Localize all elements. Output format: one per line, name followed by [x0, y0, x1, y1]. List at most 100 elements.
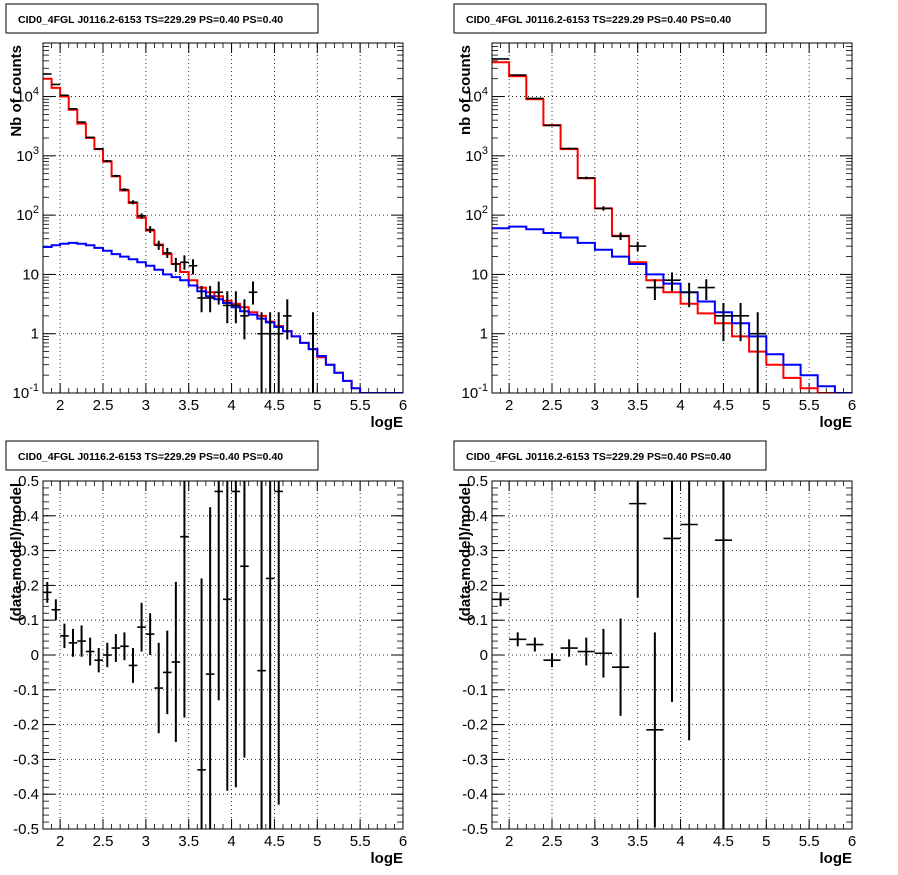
x-tick-label: 5.5 [350, 397, 371, 414]
y-tick-label: 0.5 [18, 473, 39, 490]
plot-area [492, 481, 732, 829]
x-tick-label: 5 [762, 397, 770, 414]
title-box [5, 3, 319, 34]
title-box [5, 440, 319, 471]
x-tick-label: 3.5 [627, 397, 648, 414]
chart-title: CID0_4FGL J0116.2-6153 TS=229.29 PS=0.40… [18, 14, 283, 26]
y-tick-label: 1 [480, 326, 488, 343]
x-tick-label: 6 [399, 833, 407, 850]
y-tick-label: -0.1 [462, 682, 488, 699]
y-tick-label: 10-1 [462, 382, 488, 402]
y-axis-label: (data-model)/model [8, 483, 25, 621]
data-point [492, 592, 510, 607]
data-point [612, 232, 630, 241]
y-tick-label: 0.4 [18, 508, 39, 525]
data-point [163, 630, 172, 715]
data-point [77, 625, 86, 657]
data-point [214, 281, 223, 305]
data-point [43, 73, 52, 75]
y-tick-label: 103 [16, 145, 39, 165]
y-tick-label: 0 [31, 647, 39, 664]
data-point [94, 648, 103, 673]
data-point [646, 279, 664, 301]
data-point [577, 176, 595, 180]
y-tick-label: -0.1 [13, 682, 39, 699]
data-point [749, 312, 767, 393]
x-axis-label: logE [371, 414, 404, 431]
x-tick-label: 4 [227, 833, 235, 850]
x-tick-label: 2 [505, 833, 513, 850]
data-point [111, 174, 121, 177]
data-point [543, 124, 561, 127]
y-tick-label: 102 [465, 204, 488, 224]
data-point [94, 147, 103, 150]
data-point [154, 240, 163, 250]
y-tick-label: 0.5 [467, 473, 488, 490]
x-tick-label: 5 [313, 833, 321, 850]
data-point [560, 639, 578, 657]
y-tick-label: 0.1 [18, 612, 39, 629]
data-point [51, 599, 61, 621]
data-point [231, 291, 241, 324]
x-tick-label: 2 [56, 397, 64, 414]
plot-frame [42, 480, 404, 830]
chart-title: CID0_4FGL J0116.2-6153 TS=229.29 PS=0.40… [18, 451, 283, 463]
data-point [180, 481, 189, 718]
chart-panel-top-left: CID0_4FGL J0116.2-6153 TS=229.29 PS=0.40… [5, 3, 407, 431]
data-point [60, 94, 69, 97]
y-tick-label: 104 [465, 86, 488, 106]
x-axis-label: logE [820, 414, 853, 431]
data-point [697, 279, 715, 301]
y-tick-label: -0.4 [462, 786, 488, 803]
y-tick-label: 1 [31, 326, 39, 343]
data-point [137, 602, 146, 652]
x-tick-label: 6 [399, 397, 407, 414]
x-tick-label: 3 [142, 833, 150, 850]
data-point [629, 241, 647, 252]
y-tick-label: 0.2 [18, 577, 39, 594]
data-point [732, 302, 750, 342]
data-point [560, 147, 578, 150]
y-tick-label: 0.1 [467, 612, 488, 629]
y-tick-label: -0.5 [462, 821, 488, 838]
chart-panel-bottom-left: CID0_4FGL J0116.2-6153 TS=229.29 PS=0.40… [5, 440, 407, 867]
data-point [180, 255, 189, 270]
data-point [223, 291, 232, 324]
x-tick-label: 6 [848, 833, 856, 850]
data-point [274, 312, 283, 393]
data-point [68, 628, 78, 657]
data-point [197, 285, 206, 313]
x-tick-label: 2.5 [93, 397, 114, 414]
data-point [714, 302, 732, 342]
data-point [60, 623, 69, 649]
data-point [103, 642, 112, 668]
y-axis-label: nb of counts [457, 45, 474, 135]
x-tick-label: 3 [591, 833, 599, 850]
data-point [77, 121, 86, 123]
data-point [223, 481, 232, 791]
data-point [283, 299, 292, 340]
chart-title: CID0_4FGL J0116.2-6153 TS=229.29 PS=0.40… [466, 14, 731, 26]
x-tick-label: 5 [313, 397, 321, 414]
x-tick-label: 3 [142, 397, 150, 414]
x-tick-label: 6 [848, 397, 856, 414]
y-tick-label: -0.4 [13, 786, 39, 803]
y-tick-label: 0.4 [467, 508, 488, 525]
x-tick-label: 5.5 [350, 833, 371, 850]
x-tick-label: 4 [676, 397, 684, 414]
data-point [526, 637, 544, 652]
data-point [526, 97, 544, 100]
x-tick-label: 2 [505, 397, 513, 414]
data-point [248, 281, 258, 305]
x-tick-label: 2.5 [542, 397, 563, 414]
x-tick-label: 4.5 [713, 397, 734, 414]
data-point [85, 136, 95, 139]
data-point [594, 628, 612, 678]
y-tick-label: 0.3 [467, 543, 488, 560]
data-point [120, 632, 129, 661]
data-point [128, 200, 138, 205]
plot-frame [491, 480, 853, 830]
data-point [265, 481, 275, 829]
